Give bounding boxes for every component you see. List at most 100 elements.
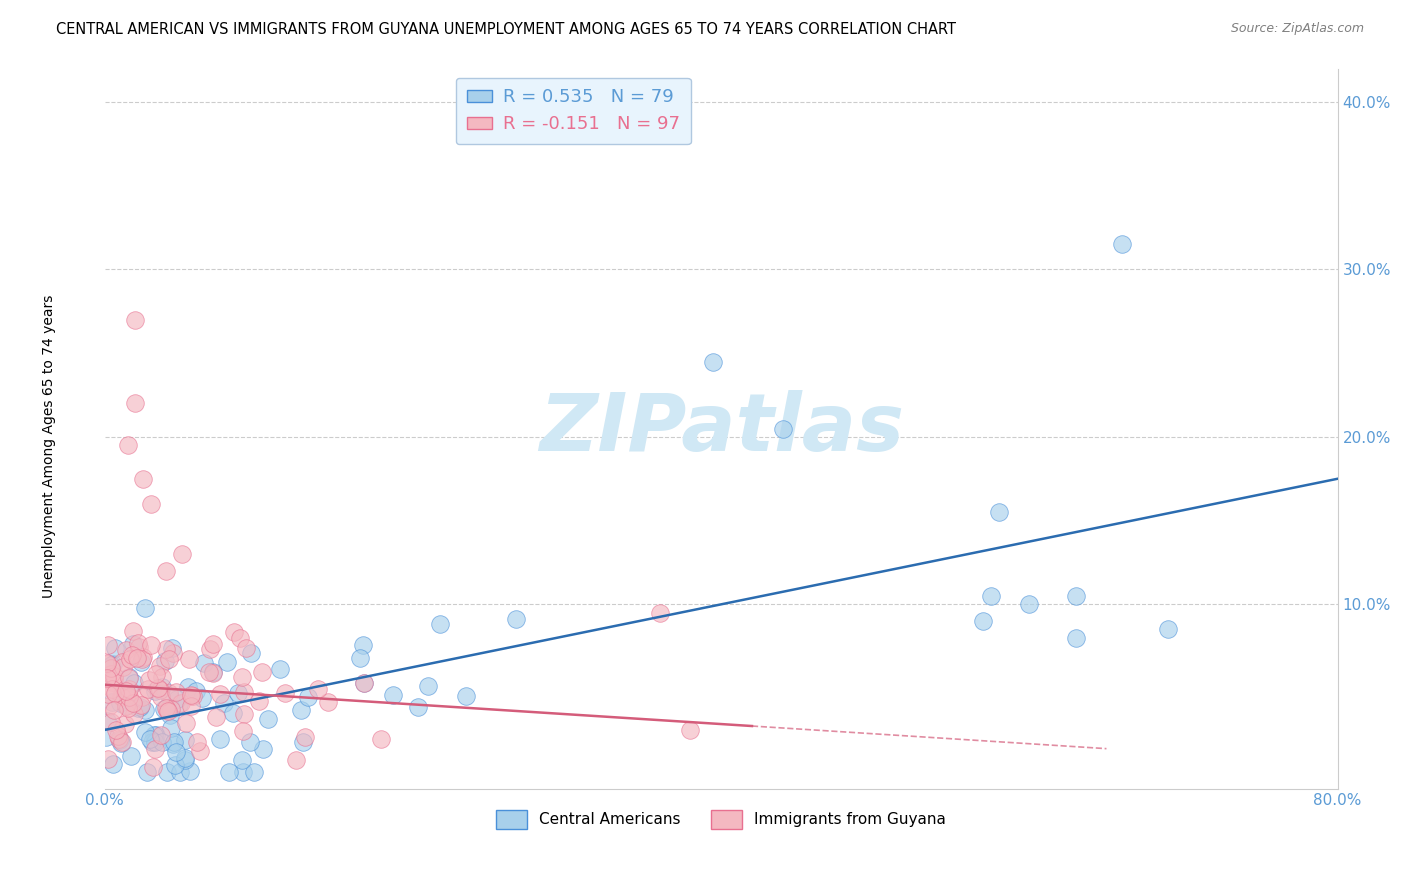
Point (290, 703, 312, 717)
Point (252, 665, 274, 679)
Point (120, 748, 142, 763)
Point (209, 686, 232, 700)
Point (125, 651, 148, 665)
Point (117, 688, 139, 702)
Point (972, 614, 994, 628)
Point (145, 667, 167, 681)
Point (159, 690, 181, 705)
Point (159, 708, 181, 723)
Point (156, 703, 179, 717)
Point (174, 716, 197, 731)
Point (150, 680, 173, 694)
Point (96, 730, 118, 744)
Point (124, 396, 146, 410)
Point (157, 685, 180, 699)
Point (166, 692, 188, 706)
Point (186, 735, 208, 749)
Point (127, 636, 149, 650)
Point (274, 686, 297, 700)
Point (134, 601, 156, 615)
Point (247, 694, 270, 708)
Point (285, 753, 308, 767)
Point (235, 640, 257, 655)
Point (104, 640, 127, 655)
Point (173, 753, 195, 767)
Point (429, 616, 451, 631)
Point (136, 682, 159, 697)
Point (128, 640, 150, 654)
Point (101, 682, 124, 697)
Point (179, 764, 201, 778)
Point (702, 354, 724, 368)
Point (139, 497, 162, 511)
Point (134, 724, 156, 739)
Point (148, 681, 170, 696)
Point (103, 669, 125, 683)
Point (114, 716, 136, 731)
Point (157, 652, 180, 666)
Point (233, 685, 256, 699)
Point (229, 631, 252, 645)
Point (142, 728, 165, 742)
Point (111, 735, 134, 749)
Point (239, 646, 262, 660)
Point (177, 652, 200, 666)
Point (122, 624, 145, 638)
Point (122, 675, 145, 690)
Point (149, 682, 172, 697)
Point (117, 438, 139, 452)
Point (97, 687, 120, 701)
Point (104, 723, 127, 738)
Point (149, 728, 172, 742)
Point (231, 753, 253, 767)
Point (987, 505, 1010, 519)
Point (307, 681, 329, 696)
Point (173, 732, 195, 747)
Point (165, 685, 187, 699)
Point (648, 606, 671, 620)
Point (772, 421, 794, 435)
Point (180, 699, 202, 714)
Point (169, 698, 191, 712)
Point (131, 690, 153, 705)
Point (104, 686, 127, 700)
Point (108, 696, 131, 710)
Point (100, 675, 122, 690)
Point (159, 701, 181, 715)
Point (100, 657, 122, 672)
Point (115, 684, 138, 698)
Point (97, 752, 120, 766)
Point (679, 723, 702, 737)
Point (149, 659, 172, 673)
Point (318, 695, 340, 709)
Point (232, 706, 254, 721)
Point (157, 704, 180, 718)
Point (198, 642, 221, 657)
Point (505, 612, 527, 626)
Point (1157, 623, 1180, 637)
Point (124, 707, 146, 722)
Point (169, 764, 191, 779)
Point (190, 691, 212, 706)
Point (353, 676, 375, 690)
Point (103, 672, 125, 686)
Point (117, 701, 139, 715)
Point (128, 700, 150, 714)
Point (188, 744, 211, 758)
Point (160, 641, 183, 656)
Point (132, 650, 155, 665)
Text: Source: ZipAtlas.com: Source: ZipAtlas.com (1230, 22, 1364, 36)
Point (142, 760, 165, 774)
Point (153, 654, 176, 668)
Point (114, 642, 136, 657)
Point (201, 637, 224, 651)
Point (111, 655, 134, 669)
Point (129, 698, 152, 713)
Point (1111, 237, 1133, 252)
Point (131, 656, 153, 670)
Point (170, 547, 193, 561)
Point (97, 698, 120, 713)
Point (101, 657, 124, 672)
Point (153, 702, 176, 716)
Point (232, 764, 254, 779)
